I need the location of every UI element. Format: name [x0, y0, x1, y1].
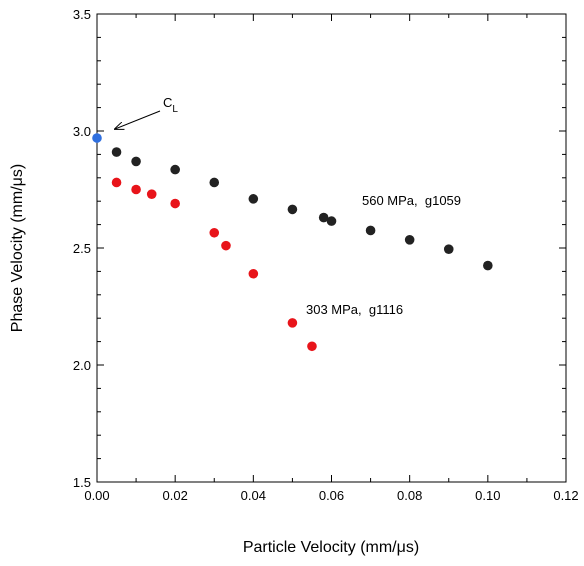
data-point — [287, 204, 298, 215]
data-point — [287, 318, 298, 328]
y-tick-label: 1.5 — [73, 475, 91, 490]
y-axis-label: Phase Velocity (mm/μs) — [9, 164, 26, 332]
y-tick-label: 2.5 — [73, 241, 91, 256]
x-tick-label: 0.08 — [397, 488, 422, 503]
x-tick-label: 0.02 — [163, 488, 188, 503]
annotation-text: C — [163, 95, 172, 110]
annotation: CL — [163, 95, 178, 115]
annotation-arrow — [115, 110, 161, 129]
data-point — [443, 244, 454, 254]
data-point — [209, 177, 220, 188]
data-point — [326, 216, 337, 226]
x-tick-label: 0.06 — [319, 488, 344, 503]
data-point — [92, 133, 102, 143]
y-tick-label: 3.5 — [73, 7, 91, 22]
x-axis-label: Particle Velocity (mm/μs) — [243, 539, 419, 556]
series-label: 303 MPa, g1116 — [306, 302, 403, 317]
data-point — [248, 194, 259, 204]
x-tick-label: 0.10 — [475, 488, 500, 503]
series-label: 560 MPa, g1059 — [362, 193, 461, 208]
y-tick-label: 3.0 — [73, 124, 91, 139]
data-point — [365, 225, 376, 236]
x-tick-label: 0.04 — [241, 488, 266, 503]
y-tick-label: 2.0 — [73, 358, 91, 373]
data-point — [111, 147, 122, 157]
data-point — [248, 268, 259, 279]
data-point — [307, 341, 317, 352]
data-point — [170, 164, 180, 175]
data-point — [209, 227, 220, 238]
data-point — [404, 235, 415, 245]
x-tick-label: 0.00 — [84, 488, 109, 503]
data-point — [318, 212, 329, 223]
data-point — [170, 198, 180, 209]
data-point — [111, 177, 122, 188]
data-point — [131, 184, 141, 195]
data-point — [483, 260, 493, 271]
annotation-subscript: L — [172, 104, 178, 115]
data-point — [131, 156, 141, 167]
x-tick-label: 0.12 — [553, 488, 578, 503]
data-point — [146, 189, 157, 199]
data-point — [221, 240, 231, 251]
plot-frame — [96, 13, 567, 483]
